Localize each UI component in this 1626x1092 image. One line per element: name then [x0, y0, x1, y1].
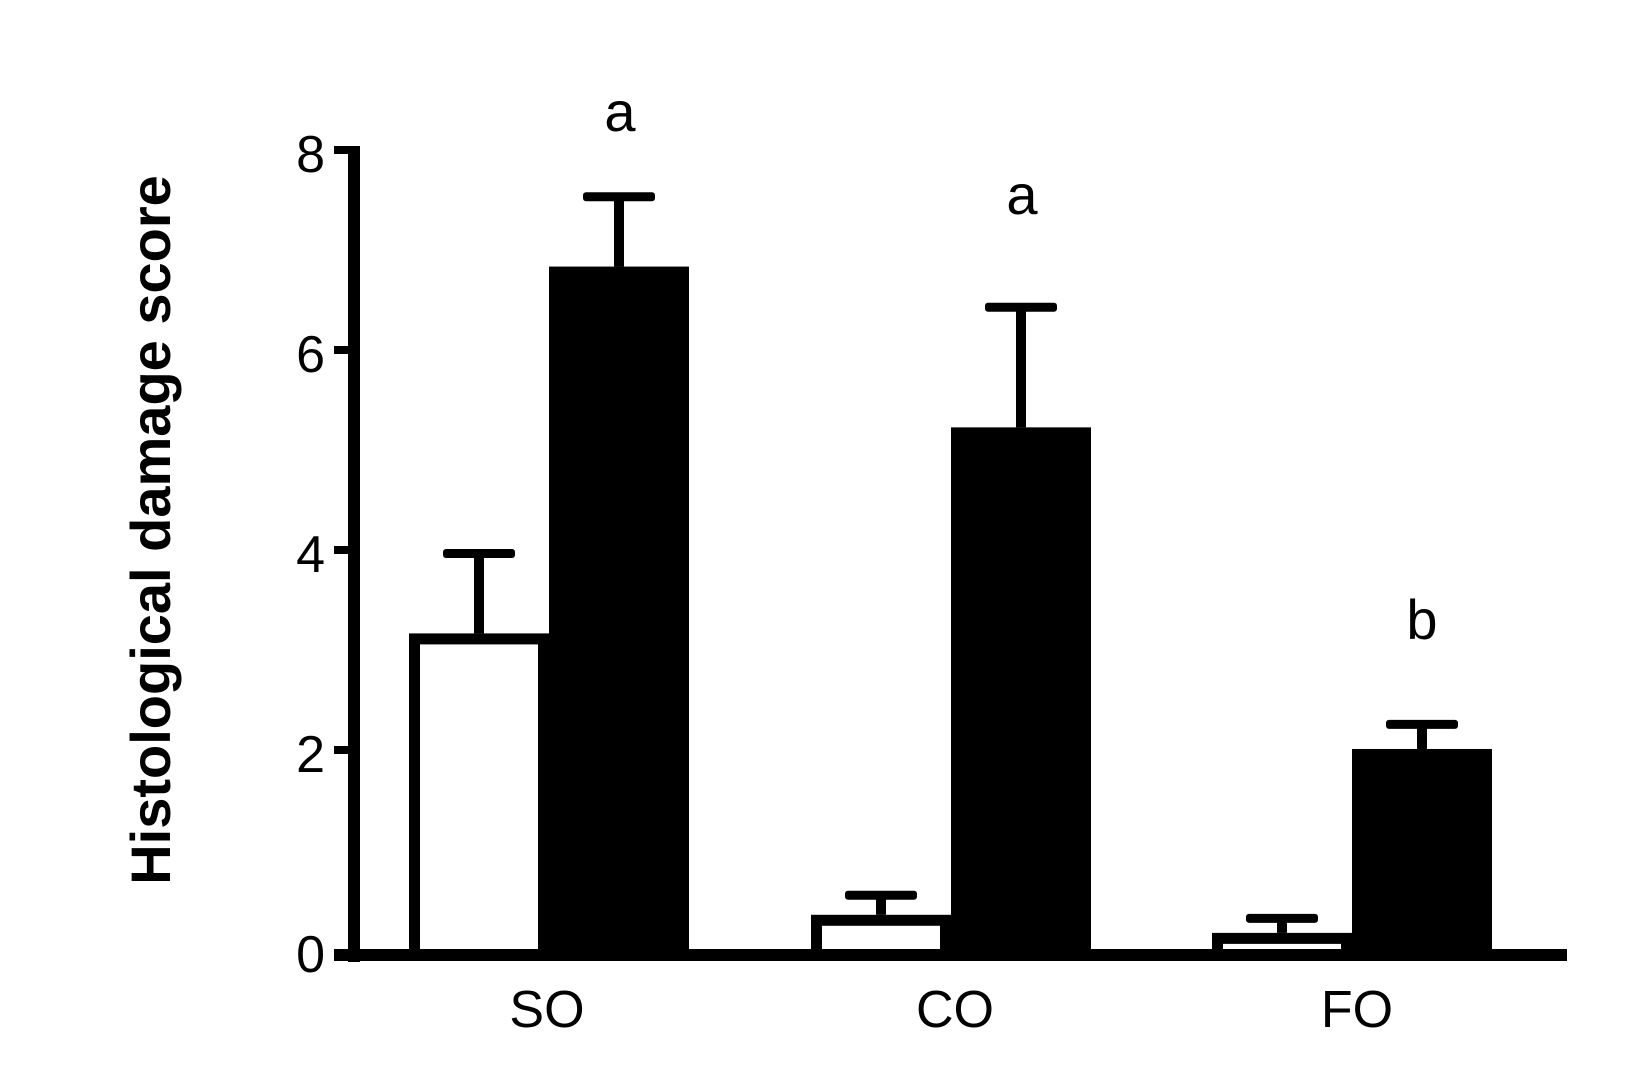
category-label-fo: FO — [1321, 981, 1393, 1039]
error-bar-cap — [1246, 913, 1318, 923]
annotation-fo: b — [1406, 588, 1437, 651]
bars — [409, 192, 1492, 961]
y-tick-4 — [334, 546, 354, 554]
category-label-co: CO — [916, 981, 994, 1039]
y-tick-label-6: 6 — [296, 326, 325, 384]
error-bar-stem — [1016, 306, 1026, 428]
y-tick-labels: 0 2 4 6 8 — [296, 126, 325, 984]
error-bar-cap — [1386, 719, 1458, 729]
error-bar-cap — [443, 549, 515, 558]
y-tick-label-8: 8 — [296, 126, 325, 184]
error-bar-stem — [1277, 917, 1287, 933]
y-axis — [334, 146, 360, 962]
bar-so-filled — [549, 266, 689, 961]
error-bar-cap — [845, 890, 917, 900]
y-tick-2 — [334, 746, 354, 754]
annotation-co: a — [1006, 163, 1038, 226]
error-bar-cap — [583, 192, 655, 202]
error-bar-stem — [614, 196, 624, 267]
error-bar-cap — [985, 302, 1057, 312]
bar-co-filled — [951, 427, 1091, 961]
y-tick-label-4: 4 — [296, 526, 325, 584]
category-label-so: SO — [509, 981, 584, 1039]
y-axis-title: Histological damage score — [119, 175, 182, 885]
y-tick-label-2: 2 — [296, 726, 325, 784]
bar-so-open — [409, 633, 549, 961]
x-tick-labels: SO CO FO — [509, 981, 1393, 1039]
x-axis — [334, 949, 1567, 961]
error-bar-stem — [876, 894, 886, 915]
error-bar-stem — [1417, 723, 1427, 749]
annotation-so: a — [604, 80, 636, 143]
y-tick-6 — [334, 346, 354, 354]
y-tick-8 — [334, 146, 354, 154]
bar-fo-filled — [1352, 748, 1492, 961]
error-bar-stem — [474, 553, 484, 634]
significance-annotations: a a b — [604, 80, 1437, 651]
y-tick-label-0: 0 — [296, 926, 325, 984]
